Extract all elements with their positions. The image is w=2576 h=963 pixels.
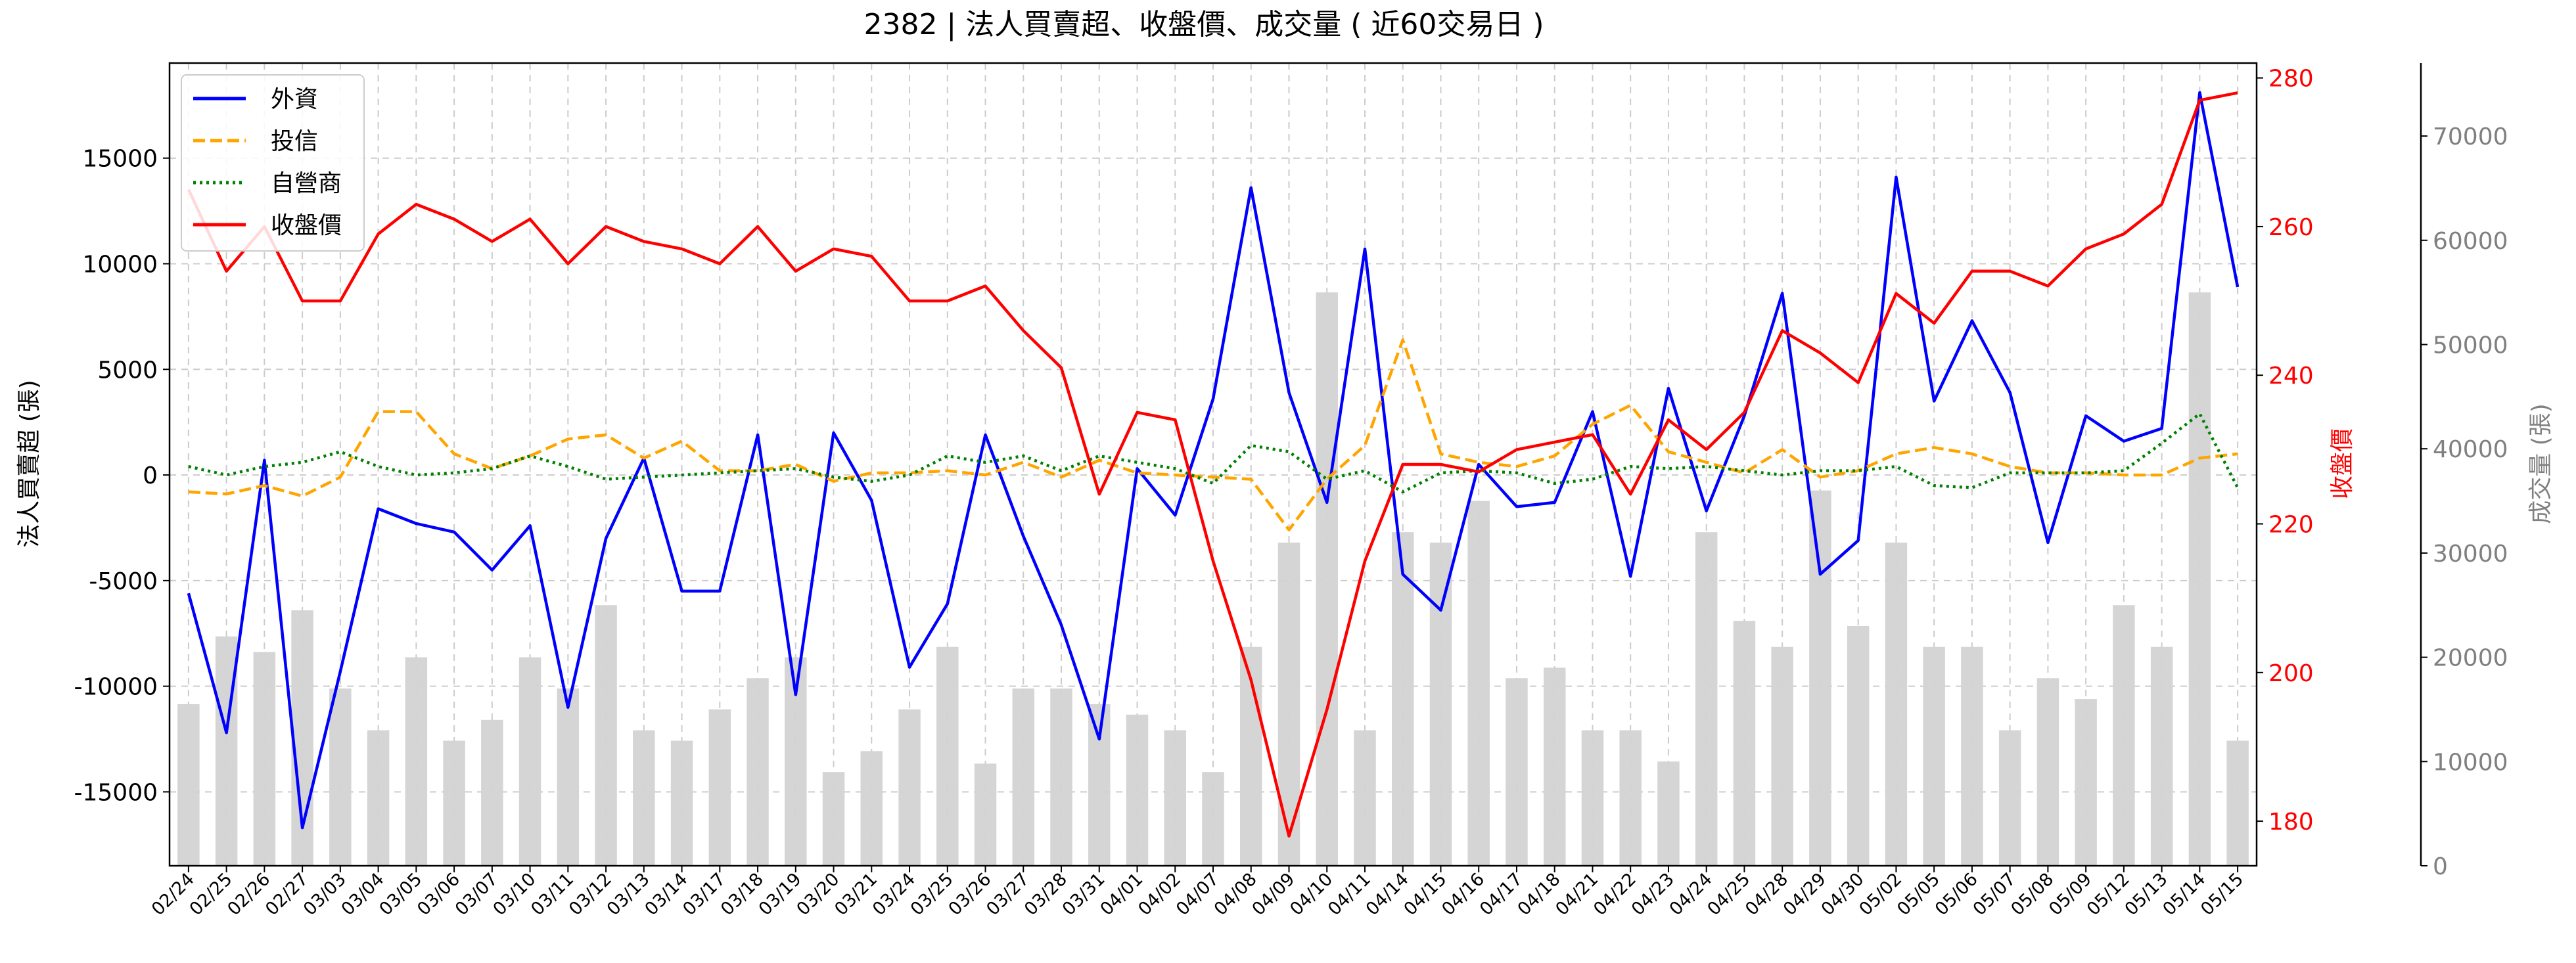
volume-bar: [1543, 667, 1566, 866]
volume-bar: [518, 657, 541, 866]
volume-bar: [1809, 490, 1831, 866]
volume-axis-tick-label: 0: [2433, 853, 2448, 880]
left-axis-tick-label: 5000: [97, 357, 158, 384]
y-axis-label-price: 收盤價: [2329, 428, 2356, 499]
volume-axis-tick-label: 30000: [2433, 541, 2508, 568]
series-line-trust: [188, 338, 2238, 531]
left-axis-tick-label: 0: [143, 462, 158, 489]
volume-bar: [1695, 532, 1718, 866]
volume-axis-tick-label: 50000: [2433, 332, 2508, 359]
series-line-foreign: [187, 91, 2240, 830]
volume-bar: [1961, 646, 1983, 866]
series-lines: [187, 91, 2240, 838]
legend-price-label: 收盤價: [271, 212, 342, 239]
volume-bar: [974, 763, 997, 866]
volume-bar: [2036, 678, 2059, 866]
volume-bar: [860, 751, 883, 866]
volume-bar: [898, 709, 921, 866]
volume-bar: [443, 740, 465, 866]
volume-bar: [1164, 730, 1187, 866]
volume-bar: [595, 605, 617, 866]
series-line-price: [187, 91, 2238, 838]
volume-bar: [1202, 772, 1224, 866]
volume-bar: [747, 678, 769, 866]
volume-bar: [1277, 543, 1300, 866]
volume-bar: [1126, 714, 1149, 866]
y-axis-label-volume: 成交量 (張): [2527, 403, 2554, 524]
price-axis-tick-label: 280: [2268, 66, 2314, 93]
volume-bar: [1733, 621, 1756, 866]
volume-bar: [1429, 543, 1452, 866]
legend-dealer-label: 自營商: [271, 170, 342, 197]
volume-bar: [1391, 532, 1414, 866]
legend: 外資 投信 自營商 收盤價: [181, 74, 365, 252]
volume-bar: [1012, 688, 1035, 866]
volume-bar: [1316, 292, 1338, 866]
volume-bar: [1354, 730, 1376, 866]
left-axis-tick-label: 15000: [82, 146, 158, 173]
volume-bar: [557, 688, 580, 866]
volume-bar: [1657, 761, 1680, 866]
volume-bar: [329, 688, 352, 866]
volume-bar: [2226, 740, 2249, 866]
legend-box: [181, 74, 365, 252]
volume-bar: [1885, 543, 1908, 866]
volume-bar: [670, 740, 693, 866]
volume-bar: [1923, 646, 1945, 866]
volume-axis-tick-label: 60000: [2433, 228, 2508, 255]
price-axis-tick-label: 180: [2268, 809, 2314, 836]
price-axis-tick-label: 220: [2268, 512, 2314, 539]
volume-axis: 70000 60000 50000 40000 30000 20000 10000 0: [2420, 63, 2508, 880]
chart-title: 2382 | 法人買賣超、收盤價、成交量 ( 近60交易日 ): [863, 8, 1544, 41]
volume-bar: [1771, 646, 1793, 866]
volume-bar: [633, 730, 655, 866]
legend-foreign-label: 外資: [271, 86, 318, 113]
volume-bar: [367, 730, 390, 866]
volume-bar: [1506, 678, 1528, 866]
volume-bar: [253, 652, 276, 866]
volume-bar: [177, 704, 200, 866]
volume-bar: [2113, 605, 2135, 866]
left-axis-tick-label: -5000: [89, 568, 158, 595]
price-axis-tick-label: 260: [2268, 214, 2314, 241]
price-axis-tick-label: 200: [2268, 660, 2314, 687]
volume-bar: [936, 646, 959, 866]
volume-bar: [1998, 730, 2021, 866]
volume-bar: [2150, 646, 2173, 866]
volume-bar: [1050, 688, 1072, 866]
left-axis-tick-label: -15000: [74, 779, 158, 806]
price-axis: 280 260 240 220 200 180: [2257, 66, 2314, 836]
volume-bar: [481, 719, 503, 866]
left-axis: 15000 10000 5000 0 -5000 -10000 -15000: [74, 146, 170, 806]
price-axis-tick-label: 240: [2268, 363, 2314, 390]
volume-axis-tick-label: 40000: [2433, 436, 2508, 463]
volume-bar: [1619, 730, 1642, 866]
left-axis-tick-label: -10000: [74, 674, 158, 701]
volume-bar: [1581, 730, 1604, 866]
volume-axis-tick-label: 10000: [2433, 749, 2508, 776]
volume-axis-tick-label: 70000: [2433, 123, 2508, 150]
volume-bar: [1088, 704, 1111, 866]
volume-bars: [177, 292, 2249, 866]
y-axis-label-left: 法人買賣超 (張): [16, 380, 43, 548]
volume-bar: [2075, 699, 2097, 866]
volume-bar: [822, 772, 845, 866]
volume-bar: [708, 709, 731, 866]
left-axis-tick-label: 10000: [82, 252, 158, 279]
volume-bar: [1467, 501, 1490, 866]
volume-axis-tick-label: 20000: [2433, 645, 2508, 672]
volume-bar: [1847, 625, 1870, 866]
volume-bar: [405, 657, 428, 866]
legend-trust-label: 投信: [271, 128, 318, 155]
volume-bar: [2188, 292, 2211, 866]
